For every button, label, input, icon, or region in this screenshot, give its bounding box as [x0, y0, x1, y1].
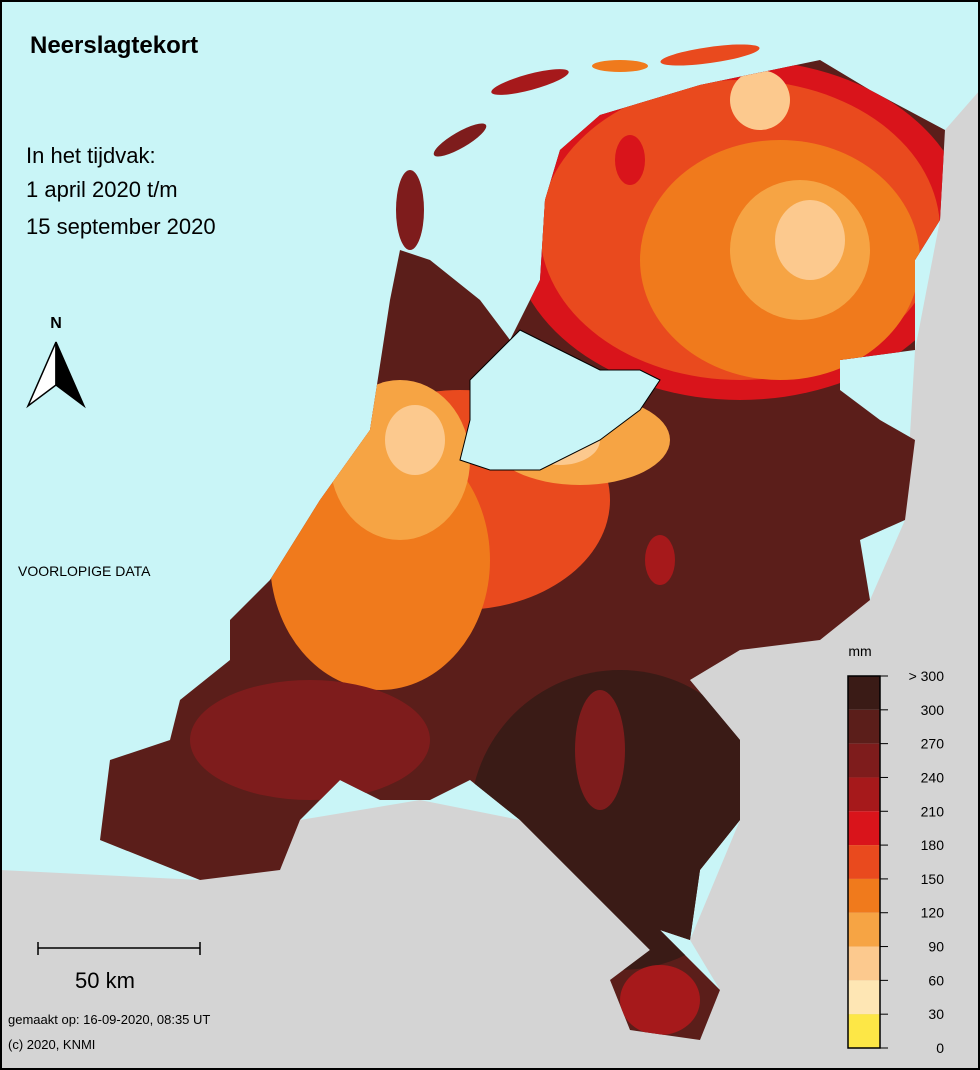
legend-label: 0	[936, 1040, 944, 1056]
legend-label: 210	[921, 803, 945, 819]
island	[660, 44, 760, 66]
legend-unit: mm	[848, 643, 871, 659]
scale-label: 50 km	[75, 968, 135, 993]
period-line: 15 september 2020	[26, 214, 216, 239]
legend-label: 300	[921, 702, 945, 718]
legend-swatch	[848, 743, 880, 778]
legend-label: 60	[928, 972, 944, 988]
legend-label: 120	[921, 905, 945, 921]
legend-swatch	[848, 709, 880, 744]
legend-swatch	[848, 811, 880, 846]
ijsselmeer	[459, 329, 661, 471]
legend-label: 240	[921, 769, 945, 785]
legend-swatch	[848, 980, 880, 1015]
period-line: 1 april 2020 t/m	[26, 177, 178, 202]
legend-swatch	[848, 1014, 880, 1048]
scale-bar	[37, 942, 201, 955]
legend-swatch	[848, 676, 880, 710]
legend-swatch	[848, 777, 880, 812]
legend-label: 90	[928, 939, 944, 955]
title: Neerslagtekort	[30, 32, 198, 59]
island	[592, 60, 648, 72]
legend-label: > 300	[909, 668, 945, 684]
legend-label: 30	[928, 1006, 944, 1022]
island	[396, 170, 424, 250]
north-label: N	[50, 315, 62, 332]
period-line: In het tijdvak:	[26, 143, 156, 168]
north-arrow	[55, 341, 86, 409]
footer: (c) 2020, KNMI	[8, 1037, 95, 1052]
neighbouring-land	[0, 90, 980, 1070]
legend-swatch	[848, 878, 880, 913]
legend-label: 150	[921, 871, 945, 887]
legend-swatch	[848, 845, 880, 879]
note: VOORLOPIGE DATA	[18, 563, 151, 579]
legend-swatch	[848, 912, 880, 947]
legend-swatch	[848, 946, 880, 981]
footer: gemaakt op: 16-09-2020, 08:35 UT	[8, 1012, 210, 1027]
legend-label: 270	[921, 736, 945, 752]
island	[433, 123, 487, 157]
island	[491, 69, 569, 95]
legend-box	[847, 675, 881, 1049]
legend-label: 180	[921, 837, 945, 853]
